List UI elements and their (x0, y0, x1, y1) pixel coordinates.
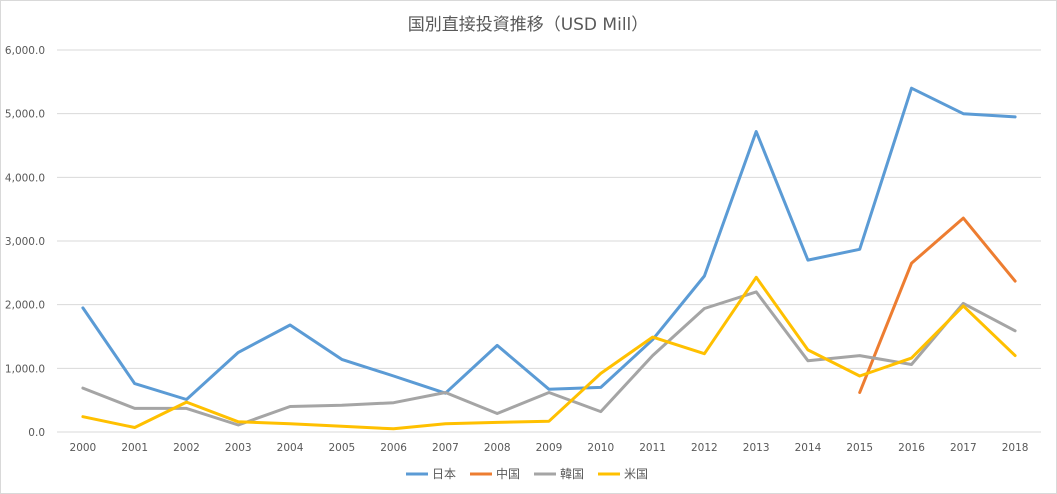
x-tick-label: 2001 (121, 442, 148, 454)
x-tick-label: 2007 (432, 442, 459, 454)
legend-label: 中国 (496, 466, 520, 481)
y-tick-label: 1,000.0 (5, 363, 45, 375)
series-line-中国 (858, 216, 1017, 394)
y-tick-label: 0.0 (28, 427, 45, 439)
x-tick-label: 2008 (484, 442, 511, 454)
chart-title: 国別直接投資推移（USD Mill） (408, 15, 649, 35)
y-tick-label: 2,000.0 (5, 300, 45, 312)
y-axis-ticks: 0.0 1,000.0 2,000.0 3,000.0 4,000.0 5,000.0 6,… (5, 45, 45, 439)
x-tick-label: 2002 (173, 442, 200, 454)
x-tick-label: 2013 (743, 442, 770, 454)
x-tick-label: 2014 (795, 442, 822, 454)
legend-item-米国: 米国 (598, 467, 648, 481)
legend-item-日本: 日本 (406, 467, 456, 481)
x-tick-label: 2006 (380, 442, 407, 454)
series-lines (81, 86, 1017, 431)
x-tick-label: 2017 (950, 442, 977, 454)
legend-label: 日本 (432, 467, 456, 481)
x-tick-label: 2000 (70, 442, 97, 454)
x-tick-label: 2010 (587, 442, 614, 454)
x-tick-label: 2016 (898, 442, 925, 454)
x-tick-label: 2003 (225, 442, 252, 454)
legend: 日本 中国 韓国 米国 (406, 466, 648, 481)
x-tick-label: 2012 (691, 442, 718, 454)
x-tick-label: 2015 (846, 442, 873, 454)
legend-label: 米国 (624, 467, 648, 481)
x-tick-label: 2009 (536, 442, 563, 454)
x-tick-label: 2005 (328, 442, 355, 454)
series-line-韓国 (81, 290, 1017, 427)
x-tick-label: 2018 (1002, 442, 1029, 454)
y-tick-label: 6,000.0 (5, 45, 45, 57)
series-line-日本 (81, 86, 1017, 401)
x-axis-ticks: 2000 2001 2002 2003 2004 2005 2006 2007 2008 2009… (70, 442, 1029, 454)
legend-item-韓国: 韓国 (534, 467, 584, 481)
x-tick-label: 2004 (277, 442, 304, 454)
legend-item-中国: 中国 (470, 466, 520, 481)
x-tick-label: 2011 (639, 442, 666, 454)
gridlines (57, 49, 1041, 433)
y-tick-label: 5,000.0 (5, 109, 45, 121)
y-tick-label: 4,000.0 (5, 172, 45, 184)
y-tick-label: 3,000.0 (5, 236, 45, 248)
legend-label: 韓国 (560, 467, 584, 481)
series-line-米国 (81, 275, 1017, 431)
